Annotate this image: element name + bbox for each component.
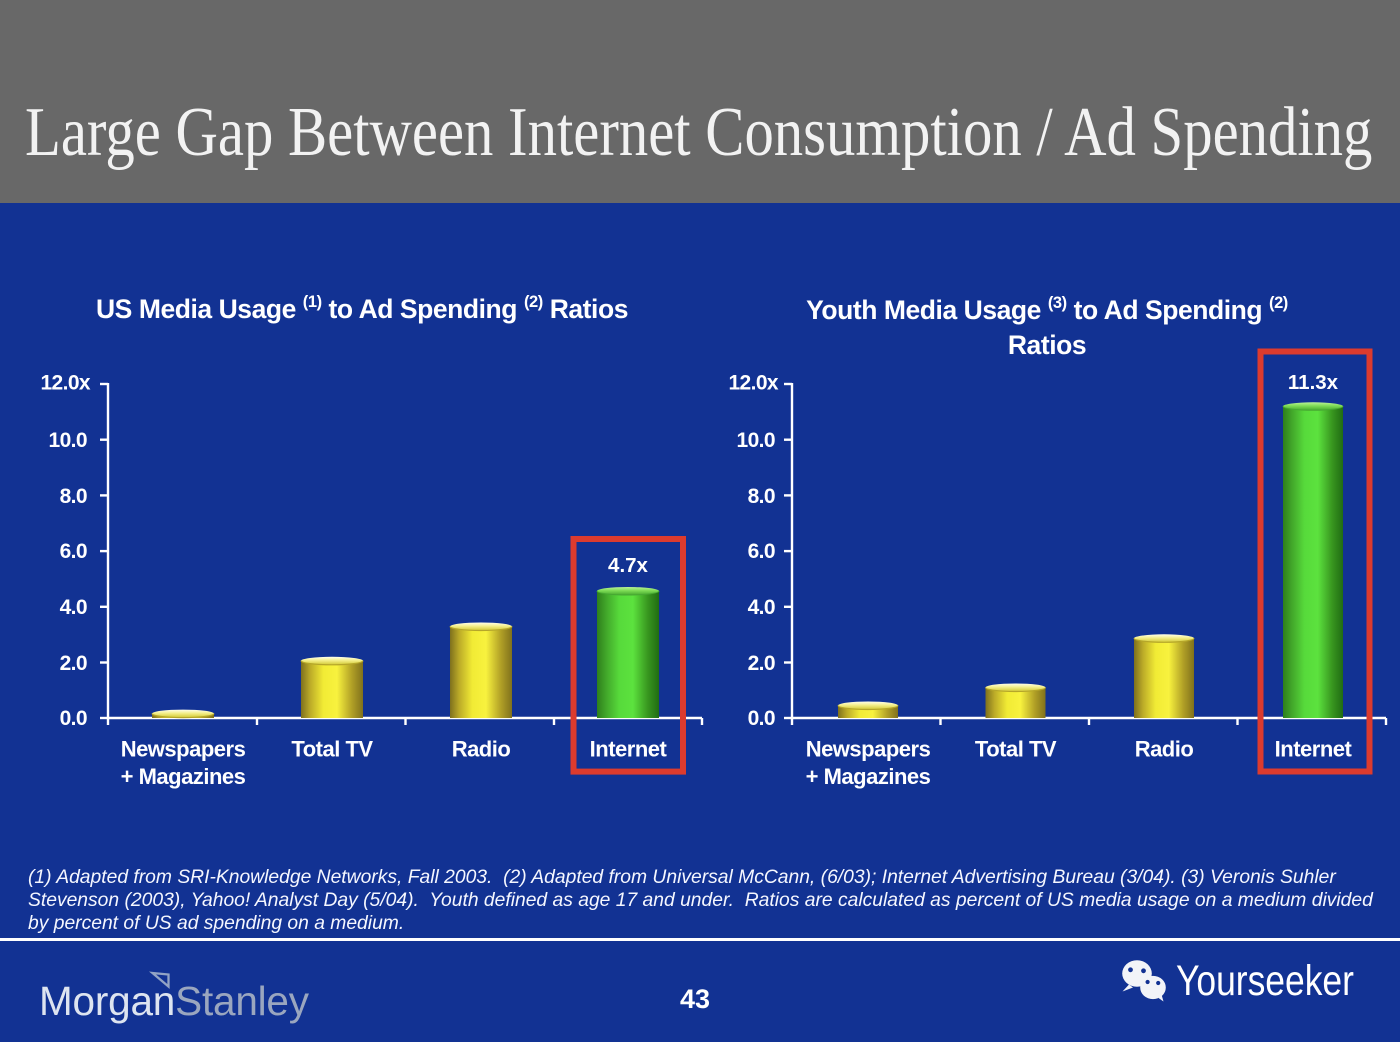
- svg-text:12.0x: 12.0x: [40, 372, 90, 395]
- svg-text:Total TV: Total TV: [975, 737, 1057, 762]
- svg-text:+ Magazines: + Magazines: [806, 764, 931, 789]
- svg-text:0.0: 0.0: [60, 707, 87, 730]
- svg-text:+ Magazines: + Magazines: [121, 764, 246, 789]
- svg-text:8.0: 8.0: [60, 485, 87, 508]
- svg-text:4.7x: 4.7x: [608, 554, 648, 577]
- svg-text:Newspapers: Newspapers: [121, 737, 246, 762]
- svg-text:Internet: Internet: [590, 737, 668, 762]
- svg-text:2.0: 2.0: [60, 652, 87, 675]
- svg-text:11.3x: 11.3x: [1288, 371, 1339, 394]
- svg-text:Radio: Radio: [1135, 737, 1194, 762]
- svg-text:Total TV: Total TV: [291, 737, 373, 762]
- svg-text:2.0: 2.0: [748, 652, 775, 675]
- svg-text:12.0x: 12.0x: [728, 372, 778, 395]
- svg-text:6.0: 6.0: [60, 540, 87, 563]
- svg-text:Radio: Radio: [452, 737, 511, 762]
- svg-text:US Media Usage (1) to Ad Spend: US Media Usage (1) to Ad Spending (2) Ra…: [96, 293, 628, 324]
- svg-text:10.0: 10.0: [737, 429, 775, 452]
- svg-text:Newspapers: Newspapers: [806, 737, 931, 762]
- svg-text:Youth Media Usage (3) to Ad Sp: Youth Media Usage (3) to Ad Spending (2): [806, 294, 1288, 325]
- svg-text:4.0: 4.0: [60, 596, 87, 619]
- svg-text:6.0: 6.0: [748, 540, 775, 563]
- svg-text:Ratios: Ratios: [1008, 330, 1086, 360]
- svg-text:Internet: Internet: [1275, 737, 1353, 762]
- svg-text:0.0: 0.0: [748, 707, 775, 730]
- svg-text:10.0: 10.0: [49, 429, 87, 452]
- svg-text:4.0: 4.0: [748, 596, 775, 619]
- svg-text:8.0: 8.0: [748, 485, 775, 508]
